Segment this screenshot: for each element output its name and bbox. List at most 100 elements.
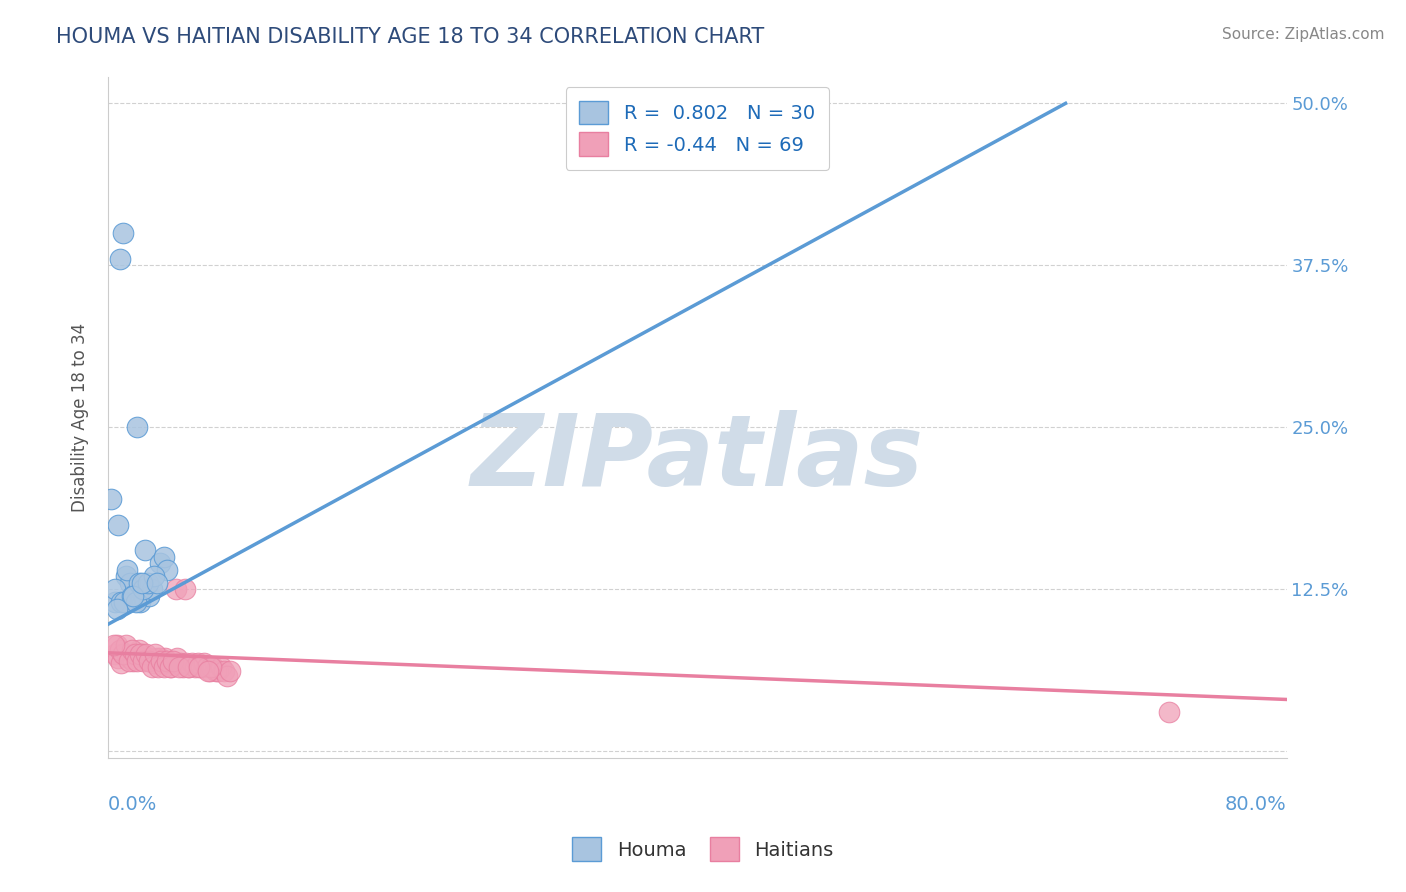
Point xyxy=(132,654,155,668)
Point xyxy=(115,647,138,661)
Point xyxy=(100,491,122,506)
Point xyxy=(150,654,173,668)
Point xyxy=(125,647,148,661)
Point xyxy=(135,647,157,661)
Point xyxy=(173,582,195,597)
Point xyxy=(141,660,163,674)
Point xyxy=(103,638,125,652)
Point xyxy=(148,557,170,571)
Point xyxy=(157,656,180,670)
Point xyxy=(159,660,181,674)
Point xyxy=(124,647,146,661)
Y-axis label: Disability Age 18 to 34: Disability Age 18 to 34 xyxy=(72,323,89,512)
Point xyxy=(127,420,149,434)
Point xyxy=(217,669,239,683)
Point xyxy=(114,638,136,652)
Point xyxy=(129,595,152,609)
Point xyxy=(155,651,177,665)
Point xyxy=(145,575,167,590)
Point xyxy=(125,595,148,609)
Point xyxy=(195,660,218,674)
Point xyxy=(169,656,191,670)
Point xyxy=(104,647,127,661)
Point xyxy=(163,656,186,670)
Point xyxy=(204,664,226,678)
Point xyxy=(122,589,145,603)
Point xyxy=(105,601,128,615)
Point xyxy=(1157,706,1180,720)
Point xyxy=(207,664,229,678)
Point xyxy=(172,660,194,674)
Point xyxy=(145,651,167,665)
Point xyxy=(124,589,146,603)
Point xyxy=(134,543,156,558)
Point xyxy=(160,660,183,674)
Point xyxy=(104,595,127,609)
Point xyxy=(105,638,128,652)
Point xyxy=(127,654,149,668)
Point xyxy=(142,569,165,583)
Point xyxy=(120,651,142,665)
Point xyxy=(111,647,134,661)
Point xyxy=(153,660,176,674)
Point xyxy=(177,660,200,674)
Point xyxy=(129,647,152,661)
Point xyxy=(209,660,232,674)
Point xyxy=(110,656,132,670)
Point xyxy=(174,656,197,670)
Text: 0.0%: 0.0% xyxy=(108,795,157,814)
Point xyxy=(114,569,136,583)
Point xyxy=(146,660,169,674)
Point xyxy=(167,660,190,674)
Point xyxy=(187,656,209,670)
Point xyxy=(197,664,219,678)
Point xyxy=(153,549,176,564)
Point xyxy=(121,643,143,657)
Point xyxy=(190,660,212,674)
Legend: R =  0.802   N = 30, R = -0.44   N = 69: R = 0.802 N = 30, R = -0.44 N = 69 xyxy=(565,87,828,169)
Point xyxy=(142,656,165,670)
Text: ZIPatlas: ZIPatlas xyxy=(471,410,924,507)
Point xyxy=(138,654,160,668)
Point xyxy=(176,660,198,674)
Point xyxy=(193,656,215,670)
Point xyxy=(117,654,139,668)
Point xyxy=(143,647,166,661)
Point xyxy=(201,660,224,674)
Legend: Houma, Haitians: Houma, Haitians xyxy=(564,830,842,869)
Point xyxy=(184,660,207,674)
Point xyxy=(181,656,204,670)
Text: Source: ZipAtlas.com: Source: ZipAtlas.com xyxy=(1222,27,1385,42)
Point xyxy=(148,651,170,665)
Point xyxy=(165,582,187,597)
Point xyxy=(111,226,134,240)
Point xyxy=(214,664,236,678)
Point xyxy=(200,660,222,674)
Point xyxy=(136,575,159,590)
Point xyxy=(131,647,153,661)
Point xyxy=(121,589,143,603)
Point xyxy=(139,651,162,665)
Point xyxy=(108,643,131,657)
Point xyxy=(138,589,160,603)
Point xyxy=(112,647,135,661)
Point xyxy=(152,656,174,670)
Point xyxy=(115,563,138,577)
Point xyxy=(188,660,211,674)
Point xyxy=(112,595,135,609)
Point xyxy=(107,517,129,532)
Point xyxy=(120,575,142,590)
Point xyxy=(110,595,132,609)
Point xyxy=(128,575,150,590)
Point xyxy=(108,252,131,266)
Point xyxy=(166,651,188,665)
Point xyxy=(141,582,163,597)
Point xyxy=(122,654,145,668)
Text: HOUMA VS HAITIAN DISABILITY AGE 18 TO 34 CORRELATION CHART: HOUMA VS HAITIAN DISABILITY AGE 18 TO 34… xyxy=(56,27,765,46)
Point xyxy=(131,575,153,590)
Text: 80.0%: 80.0% xyxy=(1225,795,1286,814)
Point xyxy=(219,664,242,678)
Point xyxy=(134,651,156,665)
Point xyxy=(136,654,159,668)
Point xyxy=(104,582,127,597)
